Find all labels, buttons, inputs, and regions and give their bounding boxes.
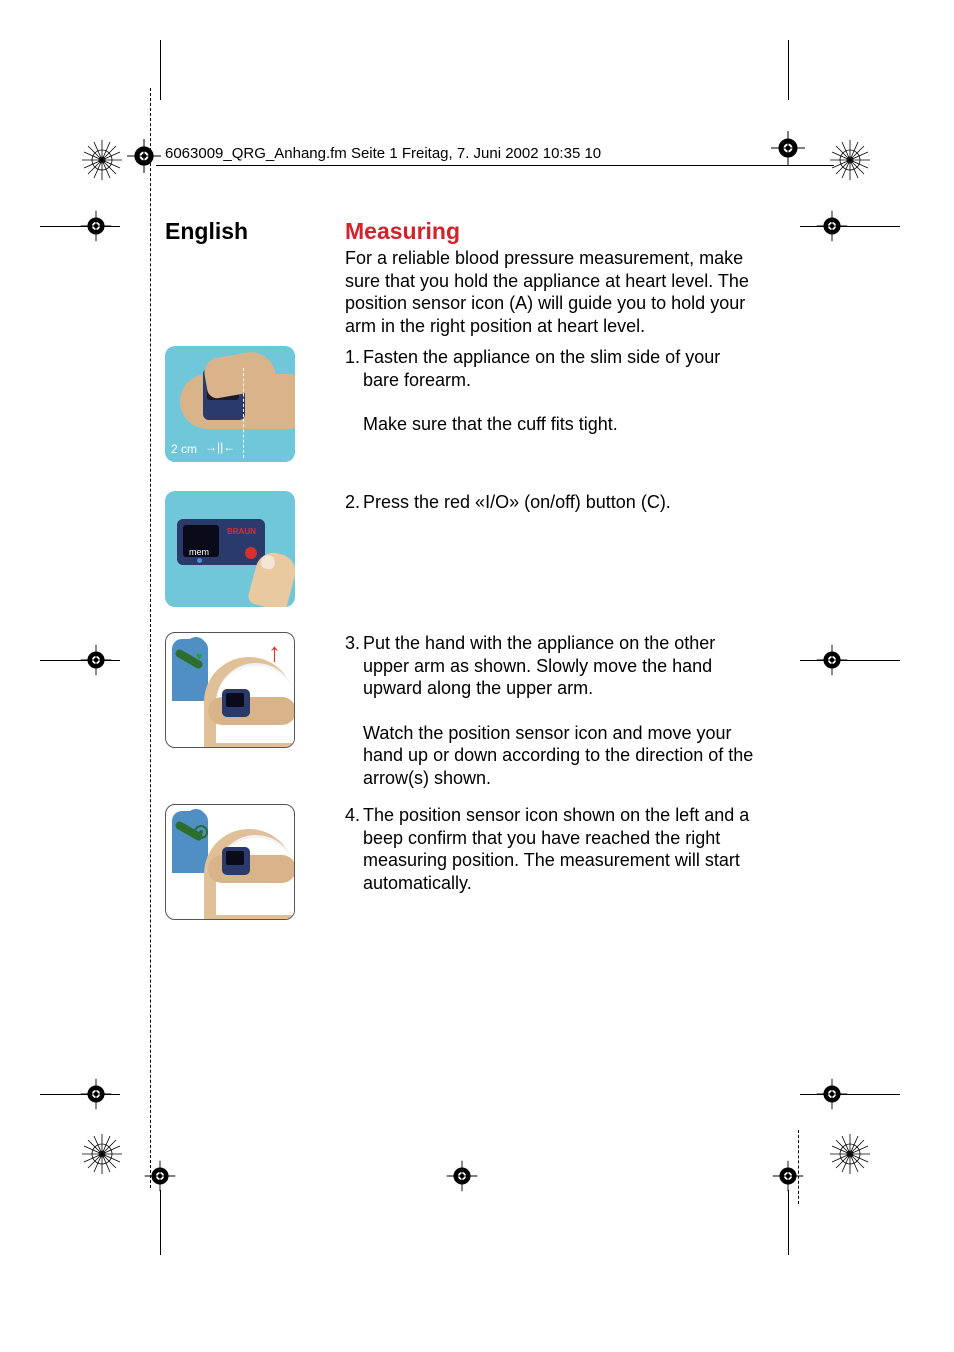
step-3: 3. Put the hand with the appliance on th… [345,632,760,789]
page: 6063009_QRG_Anhang.fm Seite 1 Freitag, 7… [0,0,954,1352]
figure-step-4 [165,804,295,920]
crop-guide-left [150,88,151,1188]
step-3-sub: Watch the position sensor icon and move … [363,722,758,790]
mem-button-icon [197,558,202,563]
regmark-crosshair-l1 [78,208,114,244]
header-rule [156,165,834,166]
wrist-device-screen [226,851,244,865]
step-1-body: Fasten the appliance on the slim side of… [363,346,758,436]
heart-icon: ♥ [196,651,206,661]
figure-step-3: ♥ ↑ [165,632,295,748]
figure-step-2: BRAUN mem [165,491,295,607]
arrows-indicator: →||← [205,440,235,454]
regmark-starburst-br [830,1134,870,1174]
label-2cm: 2 cm [171,442,197,456]
step-1: 1. Fasten the appliance on the slim side… [345,346,760,436]
step-2-text: Press the red «I/O» (on/off) button (C). [363,491,758,514]
step-1-sub: Make sure that the cuff fits tight. [363,413,758,436]
regmark-crosshair-bc [444,1158,480,1194]
io-red-button-icon [245,547,257,559]
wrist-device-screen [226,693,244,707]
crop-line-v-tl [160,40,161,100]
dash-guide [243,368,244,458]
language-heading: English [165,218,330,245]
regmark-starburst-bl [82,1134,122,1174]
step-3-number: 3. [345,632,363,655]
regmark-crosshair-r2 [814,642,850,678]
step-2: 2.Press the red «I/O» (on/off) button (C… [345,491,760,514]
step-2-number: 2. [345,491,363,514]
step-4-text: The position sensor icon shown on the le… [363,804,758,894]
step-3-body: Put the hand with the appliance on the o… [363,632,758,789]
regmark-crosshair-header [124,136,164,176]
regmark-crosshair-l2 [78,642,114,678]
regmark-crosshair-tr1 [768,128,808,168]
crop-line-v-bl [160,1190,161,1255]
intro-paragraph: For a reliable blood pressure measuremen… [345,247,760,337]
step-3-text: Put the hand with the appliance on the o… [363,633,715,698]
step-1-text: Fasten the appliance on the slim side of… [363,347,720,390]
section-heading: Measuring [345,218,760,245]
crop-line-v-tr [788,40,789,100]
regmark-starburst-tl [82,140,122,180]
regmark-crosshair-bl-inner [142,1158,178,1194]
position-ok-icon [194,825,208,839]
mem-label: mem [189,547,209,557]
regmark-crosshair-l3 [78,1076,114,1112]
step-1-number: 1. [345,346,363,369]
figure-step-1: 2 cm →||← [165,346,295,462]
regmark-crosshair-r1 [814,208,850,244]
regmark-crosshair-r3 [814,1076,850,1112]
red-arrow-up-icon: ↑ [268,637,281,668]
device-brand-label: BRAUN [227,527,256,536]
running-head: 6063009_QRG_Anhang.fm Seite 1 Freitag, 7… [165,145,601,162]
regmark-starburst-tr [830,140,870,180]
regmark-crosshair-br-inner [770,1158,806,1194]
step-4: 4.The position sensor icon shown on the … [345,804,760,894]
step-4-number: 4. [345,804,363,827]
crop-line-v-br [788,1190,789,1255]
